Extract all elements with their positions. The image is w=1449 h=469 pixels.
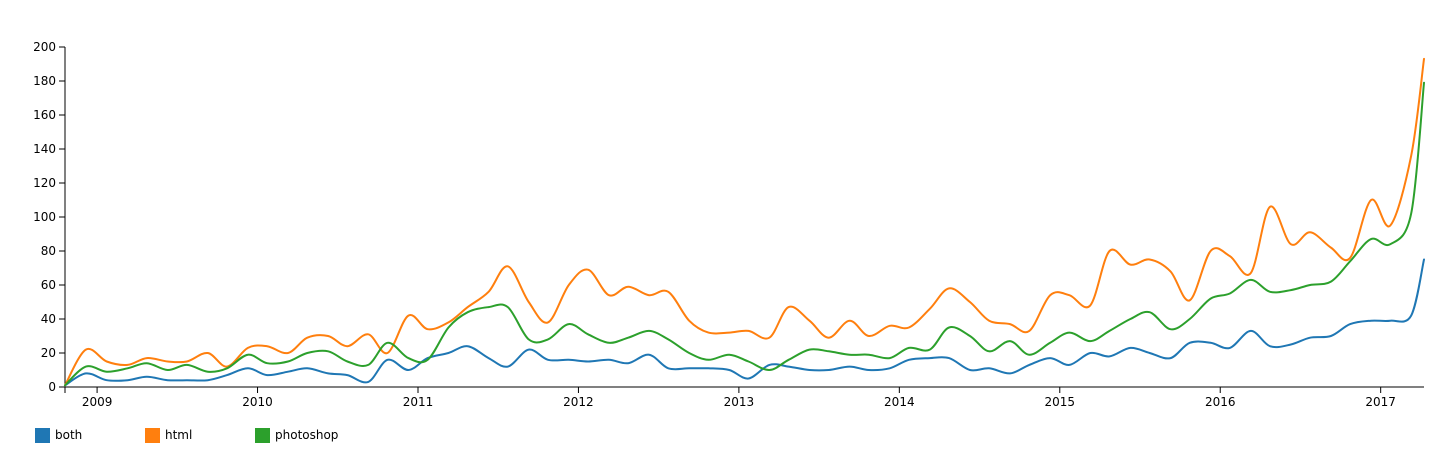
y-tick-label: 100 [33,210,56,224]
legend-item-both[interactable]: both [35,426,82,444]
series-line-html [64,57,1425,387]
legend-label: photoshop [275,428,339,442]
y-tick-label: 40 [41,312,56,326]
x-tick-label: 2010 [242,395,273,409]
y-tick-label: 180 [33,74,56,88]
legend-swatch [255,427,270,443]
x-tick-label: 2012 [563,395,594,409]
y-tick-label: 20 [41,346,56,360]
series-line-photoshop [64,81,1425,387]
legend-swatch [145,427,160,443]
legend-item-html[interactable]: html [145,426,192,444]
x-tick-label: 2016 [1205,395,1236,409]
y-tick-label: 120 [33,176,56,190]
y-tick-label: 140 [33,142,56,156]
legend-swatch [35,427,50,443]
series-line-both [64,258,1425,387]
x-tick-label: 2009 [82,395,113,409]
x-tick-label: 2017 [1365,395,1396,409]
x-axis: 2009 2010 2011 2012 2013 2014 2015 2016 2017 [64,386,1424,409]
y-tick-label: 160 [33,108,56,122]
x-tick-label: 2014 [884,395,915,409]
x-tick-label: 2011 [403,395,434,409]
x-tick-label: 2013 [724,395,755,409]
series-lines [64,57,1425,387]
legend-label: html [165,428,193,442]
y-axis: 0 20 40 60 80 100 120 140 160 180 200 [33,40,66,394]
y-tick-label: 60 [41,278,56,292]
y-tick-label: 0 [48,380,56,394]
y-tick-label: 80 [41,244,56,258]
legend-label: both [55,428,83,442]
legend-item-photoshop[interactable]: photoshop [255,426,338,444]
x-tick-label: 2015 [1045,395,1076,409]
y-tick-label: 200 [33,40,56,54]
